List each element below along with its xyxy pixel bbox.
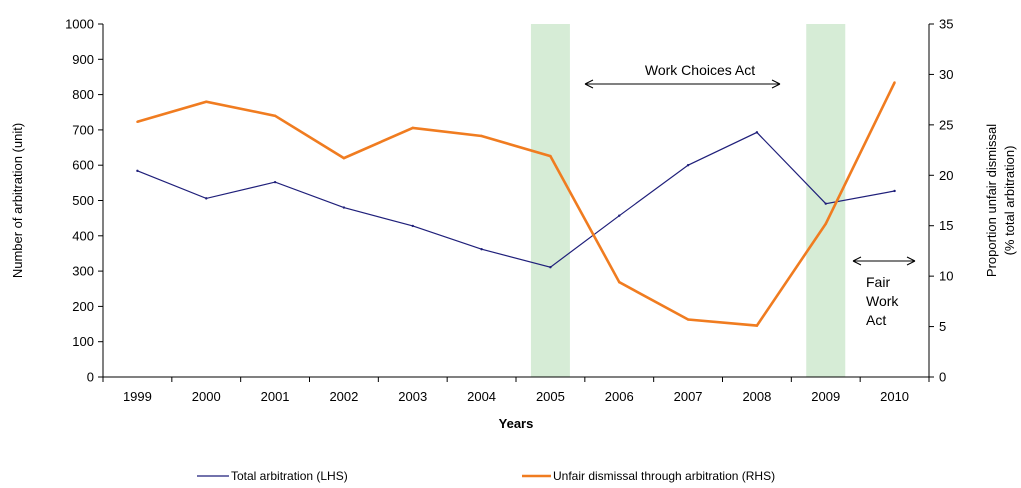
series-0-point xyxy=(342,206,346,209)
left-y-tick-label: 100 xyxy=(72,334,94,349)
x-tick-label: 2006 xyxy=(605,389,634,404)
series-line-0 xyxy=(137,131,895,268)
left-y-tick-label: 400 xyxy=(72,228,94,243)
series-1-point xyxy=(136,120,139,124)
series-1-point xyxy=(273,114,277,117)
left-y-tick-label: 900 xyxy=(72,52,94,67)
left-y-tick-label: 500 xyxy=(72,193,94,208)
series-0-point xyxy=(136,169,139,173)
series-1-point xyxy=(755,324,759,327)
left-y-tick-label: 1000 xyxy=(65,17,94,32)
left-y-axis-title: Number of arbitration (unit) xyxy=(10,123,25,278)
right-y-tick-label: 5 xyxy=(939,319,946,334)
left-y-tick-label: 0 xyxy=(87,370,94,385)
x-tick-label: 2001 xyxy=(261,389,290,404)
x-axis-title: Years xyxy=(499,416,534,431)
series-0-point xyxy=(893,189,896,193)
right-y-axis-title-line2: (% total arbitration) xyxy=(1002,146,1017,256)
legend-label-0: Total arbitration (LHS) xyxy=(231,469,348,483)
work-choices-arrow-left-head xyxy=(584,79,594,89)
series-1-point xyxy=(618,280,621,284)
x-tick-label: 2008 xyxy=(742,389,771,404)
left-y-tick-label: 800 xyxy=(72,87,94,102)
shaded-band-2009 xyxy=(806,24,846,377)
x-tick-label: 2009 xyxy=(811,389,840,404)
shaded-band-2005 xyxy=(530,24,570,377)
series-line-1 xyxy=(137,81,896,327)
left-y-tick-label: 200 xyxy=(72,299,94,314)
x-tick-label: 2007 xyxy=(674,389,703,404)
series-0-point xyxy=(686,164,690,167)
series-0-point xyxy=(755,131,759,134)
series-0-point xyxy=(411,224,414,228)
left-y-tick-label: 700 xyxy=(72,122,94,137)
annotation-fair-work-act: Fair xyxy=(866,274,890,290)
x-tick-label: 2000 xyxy=(192,389,221,404)
legend-label-1: Unfair dismissal through arbitration (RH… xyxy=(553,469,775,483)
work-choices-arrow-right-head xyxy=(771,79,781,89)
series-0-point xyxy=(205,197,208,200)
series-1-point xyxy=(480,134,483,138)
x-tick-label: 2010 xyxy=(880,389,909,404)
series-1-point xyxy=(342,156,346,160)
series-0-point xyxy=(273,180,277,184)
x-tick-label: 1999 xyxy=(123,389,152,404)
series-1-point xyxy=(205,100,208,103)
series-0-point xyxy=(549,266,552,269)
x-tick-label: 2004 xyxy=(467,389,496,404)
series-0-point xyxy=(480,248,483,251)
x-tick-label: 2002 xyxy=(329,389,358,404)
right-y-tick-label: 30 xyxy=(939,67,953,82)
right-y-tick-label: 35 xyxy=(939,17,953,32)
series-1-point xyxy=(686,318,690,321)
annotation-work-choices-act: Work Choices Act xyxy=(645,62,755,78)
annotation-fair-work-act: Act xyxy=(866,312,886,328)
left-y-tick-label: 600 xyxy=(72,158,94,173)
x-tick-label: 2003 xyxy=(398,389,427,404)
series-1-point xyxy=(411,126,414,130)
series-0-point xyxy=(618,214,621,217)
right-y-axis-title-line1: Proportion unfair dismissal xyxy=(984,124,999,277)
x-tick-label: 2005 xyxy=(536,389,565,404)
left-y-tick-label: 300 xyxy=(72,264,94,279)
series-1-point xyxy=(549,154,552,158)
series-1-point xyxy=(893,81,896,84)
fair-work-arrow-left-head xyxy=(852,256,862,266)
right-y-tick-label: 15 xyxy=(939,218,953,233)
right-y-tick-label: 20 xyxy=(939,168,953,183)
right-y-tick-label: 0 xyxy=(939,370,946,385)
right-y-tick-label: 25 xyxy=(939,117,953,132)
fair-work-arrow-right-head xyxy=(906,256,916,266)
series-0-point xyxy=(824,202,827,205)
annotation-fair-work-act: Work xyxy=(866,293,899,309)
right-y-tick-label: 10 xyxy=(939,269,953,284)
series-1-point xyxy=(824,222,827,225)
